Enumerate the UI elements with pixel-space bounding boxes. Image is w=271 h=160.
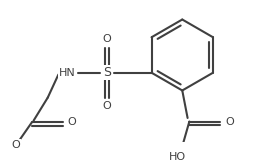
Text: O: O <box>103 34 112 44</box>
Text: O: O <box>67 117 76 127</box>
Text: O: O <box>11 140 20 150</box>
Text: HO: HO <box>169 152 186 160</box>
Text: S: S <box>103 66 111 79</box>
Text: O: O <box>103 101 112 111</box>
Text: HN: HN <box>59 68 76 78</box>
Text: O: O <box>225 116 234 127</box>
